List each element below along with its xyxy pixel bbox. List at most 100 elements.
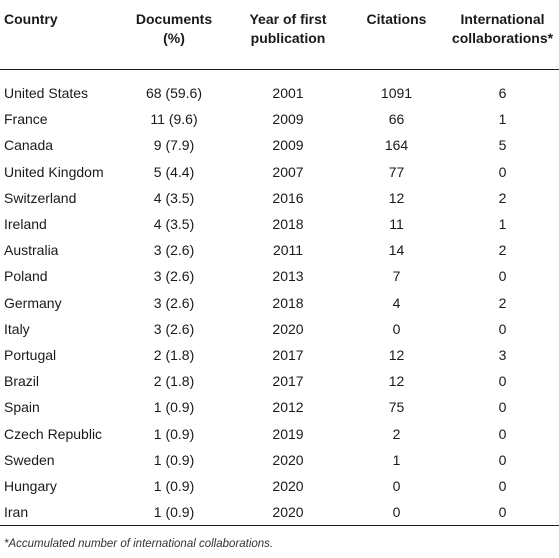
cell-international-collaborations: 3 — [498, 346, 507, 363]
cell-documents: 2 (1.8) — [153, 346, 195, 363]
cell-international-collaborations: 0 — [498, 425, 507, 442]
cell-documents: 3 (2.6) — [153, 320, 195, 337]
table-row: United States 68 (59.6) 2001 1091 6 — [0, 80, 559, 106]
cell-international-collaborations: 0 — [498, 163, 507, 180]
table-row: Sweden 1 (0.9) 2020 1 0 — [0, 447, 559, 473]
cell-country: Italy — [4, 320, 30, 337]
cell-year: 2011 — [272, 242, 304, 259]
cell-country: United Kingdom — [4, 163, 104, 180]
cell-citations: 12 — [388, 373, 405, 390]
cell-international-collaborations: 0 — [498, 320, 507, 337]
cell-documents: 3 (2.6) — [153, 294, 195, 311]
cell-documents: 4 (3.5) — [153, 189, 195, 206]
cell-year: 2017 — [272, 373, 304, 390]
table-row: Czech Republic 1 (0.9) 2019 2 0 — [0, 420, 559, 446]
cell-documents: 1 (0.9) — [153, 451, 195, 468]
cell-documents: 1 (0.9) — [153, 425, 195, 442]
header-year-first-publication: Year of first publication — [249, 11, 327, 46]
table-row: Germany 3 (2.6) 2018 4 2 — [0, 290, 559, 316]
cell-citations: 0 — [392, 477, 401, 494]
cell-citations: 66 — [388, 111, 405, 128]
cell-year: 2012 — [272, 399, 304, 416]
table-row: United Kingdom 5 (4.4) 2007 77 0 — [0, 159, 559, 185]
cell-international-collaborations: 2 — [498, 189, 507, 206]
cell-citations: 1091 — [380, 85, 413, 102]
table-row: Ireland 4 (3.5) 2018 11 1 — [0, 211, 559, 237]
cell-year: 2018 — [272, 294, 304, 311]
cell-documents: 68 (59.6) — [145, 85, 203, 102]
table-row: Australia 3 (2.6) 2011 14 2 — [0, 237, 559, 263]
table-row: Hungary 1 (0.9) 2020 0 0 — [0, 473, 559, 499]
cell-documents: 1 (0.9) — [153, 477, 195, 494]
cell-year: 2009 — [272, 137, 304, 154]
table-header-row: Country Documents (%) Year of first publ… — [0, 5, 559, 69]
cell-international-collaborations: 1 — [498, 111, 507, 128]
cell-international-collaborations: 0 — [440, 499, 559, 526]
cell-international-collaborations: 0 — [498, 477, 507, 494]
cell-country: Iran — [0, 499, 115, 526]
cell-citations: 0 — [392, 320, 401, 337]
cell-year: 2019 — [272, 425, 304, 442]
cell-citations: 7 — [392, 268, 401, 285]
cell-documents: 9 (7.9) — [153, 137, 195, 154]
cell-country: France — [4, 111, 48, 128]
cell-country: Brazil — [4, 373, 40, 390]
header-citations: Citations — [366, 11, 427, 27]
cell-international-collaborations: 0 — [498, 451, 507, 468]
cell-international-collaborations: 2 — [498, 242, 507, 259]
header-international-collaborations: International collaborations* — [451, 11, 554, 46]
cell-country: Ireland — [4, 216, 47, 233]
cell-year: 2013 — [272, 268, 304, 285]
cell-country: Canada — [4, 137, 54, 154]
cell-international-collaborations: 0 — [498, 268, 507, 285]
cell-country: Hungary — [4, 477, 57, 494]
cell-citations: 12 — [388, 189, 405, 206]
table-row: Switzerland 4 (3.5) 2016 12 2 — [0, 185, 559, 211]
cell-year: 2001 — [272, 85, 304, 102]
cell-international-collaborations: 6 — [498, 85, 507, 102]
table-row: Brazil 2 (1.8) 2017 12 0 — [0, 368, 559, 394]
cell-citations: 4 — [392, 294, 401, 311]
cell-year: 2009 — [272, 111, 304, 128]
cell-year: 2020 — [272, 320, 304, 337]
cell-documents: 1 (0.9) — [115, 499, 223, 526]
cell-country: Sweden — [4, 451, 55, 468]
cell-country: Spain — [4, 399, 40, 416]
countries-table: Country Documents (%) Year of first publ… — [0, 5, 559, 526]
cell-documents: 11 (9.6) — [150, 111, 198, 128]
cell-citations: 0 — [347, 499, 440, 526]
table-row: Spain 1 (0.9) 2012 75 0 — [0, 394, 559, 420]
table-footnote: *Accumulated number of international col… — [4, 538, 274, 550]
table-row: France 11 (9.6) 2009 66 1 — [0, 106, 559, 132]
cell-international-collaborations: 1 — [498, 216, 507, 233]
header-country: Country — [4, 11, 58, 27]
cell-country: United States — [4, 85, 89, 102]
cell-citations: 11 — [389, 216, 404, 233]
cell-documents: 3 (2.6) — [153, 268, 195, 285]
cell-citations: 14 — [388, 242, 405, 259]
cell-country: Portugal — [4, 346, 57, 363]
cell-documents: 1 (0.9) — [153, 399, 195, 416]
cell-country: Poland — [4, 268, 48, 285]
cell-citations: 77 — [388, 163, 405, 180]
table-body: United States 68 (59.6) 2001 1091 6 France 11 … — [0, 69, 559, 526]
cell-country: Australia — [4, 242, 59, 259]
table-row: Poland 3 (2.6) 2013 7 0 — [0, 263, 559, 289]
cell-country: Czech Republic — [4, 425, 103, 442]
cell-international-collaborations: 5 — [498, 137, 507, 154]
cell-citations: 164 — [384, 137, 409, 154]
cell-documents: 5 (4.4) — [153, 163, 195, 180]
cell-citations: 1 — [392, 451, 401, 468]
cell-citations: 12 — [388, 346, 405, 363]
cell-year: 2018 — [272, 216, 304, 233]
table-row: Canada 9 (7.9) 2009 164 5 — [0, 132, 559, 158]
cell-country: Switzerland — [4, 189, 77, 206]
cell-country: Germany — [4, 294, 62, 311]
cell-international-collaborations: 0 — [498, 399, 507, 416]
cell-year: 2007 — [272, 163, 304, 180]
table-row: Italy 3 (2.6) 2020 0 0 — [0, 316, 559, 342]
table-row: Iran 1 (0.9) 2020 0 0 — [0, 499, 559, 526]
cell-international-collaborations: 0 — [498, 373, 507, 390]
cell-year: 2020 — [272, 477, 304, 494]
